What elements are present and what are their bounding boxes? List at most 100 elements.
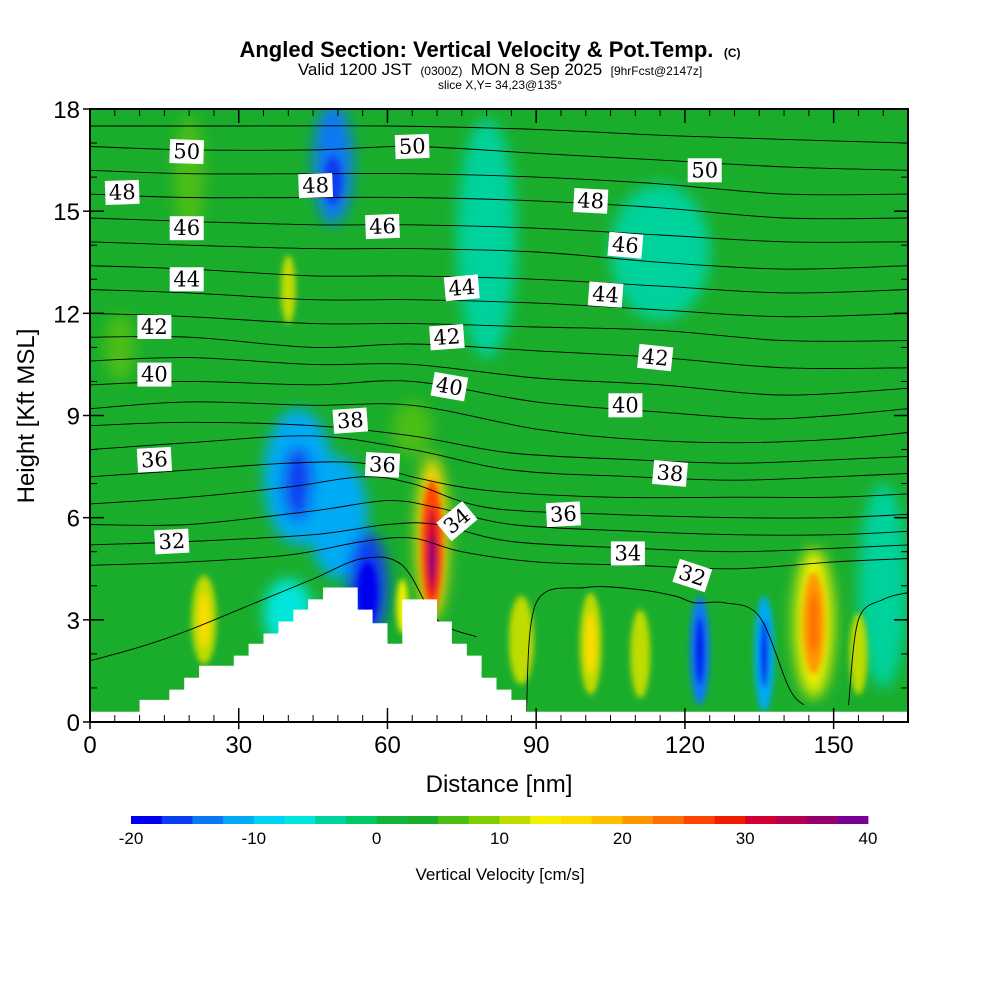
colorbar-swatch xyxy=(745,816,777,824)
contour-label-box xyxy=(429,324,465,351)
isentrope-30 xyxy=(525,586,805,712)
velocity-cell xyxy=(610,183,710,321)
velocity-cell xyxy=(104,313,135,382)
velocity-cell xyxy=(428,534,436,583)
isentrope-48 xyxy=(90,193,908,220)
colorbar-swatch xyxy=(530,816,562,824)
contour-label-text: 40 xyxy=(141,363,168,387)
velocity-cell xyxy=(508,595,534,685)
contour-label-box xyxy=(637,343,674,372)
contour-label-48: 48 xyxy=(298,173,334,199)
contour-label-50: 50 xyxy=(687,158,722,183)
contour-label-44: 44 xyxy=(443,274,480,302)
colorbar-swatch xyxy=(345,816,378,824)
isentrope-32 xyxy=(90,537,908,570)
contour-label-text: 42 xyxy=(433,324,461,350)
isentrope-51 xyxy=(90,125,908,144)
isentrope-30 xyxy=(848,592,908,706)
isentrope-34 xyxy=(90,500,908,536)
colorbar-swatch xyxy=(591,816,623,824)
velocity-cell xyxy=(808,592,819,654)
colorbar-swatch xyxy=(622,816,654,824)
contour-label-text: 38 xyxy=(336,408,364,434)
valid-time: Valid 1200 JST xyxy=(298,60,412,79)
colorbar-swatch xyxy=(284,816,316,824)
contour-label-44: 44 xyxy=(587,281,624,308)
contour-label-box xyxy=(608,393,643,418)
contour-label-42: 42 xyxy=(137,315,172,339)
x-tick-label: 30 xyxy=(225,732,252,759)
utc-time: (0300Z) xyxy=(420,64,462,78)
contour-label-text: 44 xyxy=(447,275,476,301)
colorbar-swatch xyxy=(775,816,807,824)
velocity-cell xyxy=(280,255,296,324)
contour-label-text: 46 xyxy=(611,232,640,258)
contour-label-text: 36 xyxy=(369,452,397,477)
contour-label-38: 38 xyxy=(652,459,688,487)
contour-label-text: 48 xyxy=(577,188,605,213)
contour-label-box xyxy=(394,133,430,160)
terrain-profile xyxy=(90,587,908,722)
contour-label-text: 32 xyxy=(158,529,186,554)
contour-label-42: 42 xyxy=(637,343,674,372)
contour-label-text: 50 xyxy=(398,134,426,159)
contour-label-text: 40 xyxy=(434,372,464,400)
velocity-cell xyxy=(308,456,368,579)
isentrope-36 xyxy=(90,461,908,499)
contour-label-46: 46 xyxy=(365,213,400,240)
isentrope-41 xyxy=(90,357,908,396)
velocity-cell xyxy=(392,401,433,457)
y-tick-label: 3 xyxy=(67,608,80,635)
colorbar-swatch xyxy=(499,816,531,824)
svg-text:Angled Section: Vertical Veloc: Angled Section: Vertical Velocity & Pot.… xyxy=(239,37,740,62)
contour-label-text: 46 xyxy=(173,216,200,240)
contour-label-box xyxy=(443,274,480,302)
isentrope-46 xyxy=(90,241,908,270)
colorbar-swatch xyxy=(315,816,347,824)
contour-label-box xyxy=(687,158,722,183)
isentrope-45 xyxy=(90,265,908,294)
isentrope-47 xyxy=(90,217,908,243)
isentrope-33 xyxy=(90,522,908,553)
colorbar-swatch xyxy=(438,816,470,824)
slice-info: slice X,Y= 34,23@135° xyxy=(438,78,562,92)
contour-label-box xyxy=(365,213,400,240)
colorbar-swatch xyxy=(131,816,163,824)
contour-label-box xyxy=(587,281,624,308)
isentrope-39 xyxy=(90,401,908,444)
contour-label-box xyxy=(364,452,401,478)
contour-label-box xyxy=(136,446,173,473)
contour-label-box xyxy=(573,188,609,214)
contour-label-46: 46 xyxy=(169,216,204,241)
colorbar-swatch xyxy=(376,816,408,824)
velocity-cell xyxy=(456,119,517,358)
y-tick-label: 6 xyxy=(67,506,80,533)
contour-label-box xyxy=(430,371,469,402)
velocity-cell xyxy=(199,592,209,648)
contour-label-text: 34 xyxy=(615,541,642,565)
velocity-cell xyxy=(585,613,596,675)
contour-label-box xyxy=(298,173,334,199)
contour-label-36: 36 xyxy=(136,446,173,473)
contour-label-text: 36 xyxy=(140,447,168,472)
contour-label-box xyxy=(169,139,205,165)
colorbar-swatch xyxy=(468,816,500,824)
x-tick-label: 0 xyxy=(83,732,96,759)
contour-label-34: 34 xyxy=(610,541,645,566)
y-tick-label: 0 xyxy=(67,710,80,737)
isentrope-lines xyxy=(90,125,908,712)
contour-label-text: 48 xyxy=(302,173,330,198)
forecast-info: [9hrFcst@2147z] xyxy=(611,64,703,78)
contour-label-box xyxy=(672,558,713,593)
contour-label-text: 44 xyxy=(591,282,619,308)
colorbar-swatch xyxy=(714,816,746,824)
isentrope-50 xyxy=(90,145,908,171)
velocity-cell xyxy=(695,616,705,685)
contour-label-box xyxy=(169,216,204,241)
velocity-cell xyxy=(357,561,378,624)
colorbar-swatch xyxy=(683,816,715,824)
isentrope-40 xyxy=(90,380,908,420)
